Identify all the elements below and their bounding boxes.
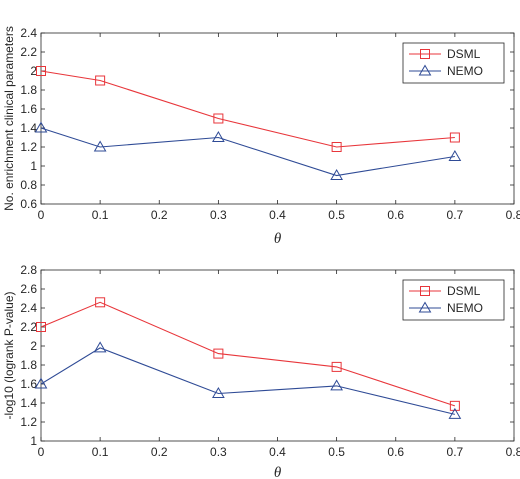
data-point-dsml	[36, 322, 46, 332]
data-point-nemo	[330, 379, 343, 391]
legend-label-nemo: NEMO	[447, 64, 483, 78]
data-point-nemo	[448, 407, 462, 419]
legend: DSML NEMO	[402, 42, 505, 84]
y-tick-label: 1.6	[20, 102, 37, 116]
x-tick-label: 0.8	[506, 445, 520, 459]
legend-marker-dsml	[420, 49, 430, 59]
x-tick-label: 0.8	[506, 208, 520, 222]
data-point-dsml	[213, 113, 224, 124]
y-tick-label: 1.4	[20, 396, 37, 410]
x-tick-label: 0.5	[328, 208, 345, 222]
data-point-dsml	[95, 297, 106, 308]
series-line-dsml	[40, 70, 455, 148]
data-point-nemo	[330, 169, 343, 180]
legend-box	[402, 279, 505, 321]
legend-marker-nemo	[418, 301, 432, 313]
y-tick-label: 2	[30, 339, 37, 353]
data-point-nemo	[212, 387, 225, 398]
legend-label-dsml: DSML	[447, 284, 481, 298]
series-line-nemo	[40, 127, 455, 177]
y-tick-label: 2.6	[20, 282, 37, 296]
y-axis-label: No. enrichment clinical parameters	[2, 26, 16, 211]
data-point-nemo	[212, 131, 225, 142]
data-point-nemo	[93, 341, 107, 353]
legend-marker-dsml	[420, 286, 430, 296]
series-line-dsml	[40, 301, 456, 407]
x-tick-label: 0.2	[151, 445, 168, 459]
x-tick-label: 0.3	[210, 445, 227, 459]
x-tick-label: 0.6	[387, 445, 404, 459]
data-point-dsml	[331, 142, 342, 152]
x-tick-label: 0.4	[269, 208, 286, 222]
data-point-dsml	[449, 400, 460, 411]
x-axis-label: θ	[274, 465, 282, 479]
legend: DSML NEMO	[402, 279, 505, 321]
y-tick-label: 1.8	[20, 83, 37, 97]
legend-box	[402, 42, 505, 84]
data-point-dsml	[213, 348, 224, 359]
y-tick-label: 1.6	[20, 377, 37, 391]
data-point-dsml	[36, 66, 46, 76]
y-tick-label: 0.6	[20, 197, 37, 211]
x-tick-label: 0.7	[447, 208, 464, 222]
y-tick-label: 2	[30, 64, 37, 78]
x-tick-label: 0	[38, 445, 45, 459]
data-point-dsml	[331, 361, 342, 372]
data-point-nemo	[34, 121, 48, 133]
series-line-nemo	[40, 347, 456, 415]
y-tick-label: 2.4	[20, 301, 37, 315]
y-tick-label: 1.4	[20, 121, 37, 135]
data-point-nemo	[448, 150, 462, 161]
y-tick-label: 1.2	[20, 415, 37, 429]
data-point-dsml	[449, 132, 460, 143]
data-point-nemo	[34, 377, 48, 389]
data-point-nemo	[93, 140, 107, 152]
x-tick-label: 0.6	[387, 208, 404, 222]
x-tick-label: 0.5	[328, 445, 345, 459]
y-tick-label: 1	[30, 434, 37, 448]
data-point-dsml	[95, 75, 106, 86]
chart-enrichment-parameters: 0 0.1 0.2 0.3 0.4 0.5 0.6 0.7 0.8 0.6 0.8 1 1.2 1.4 1.…	[2, 26, 520, 247]
legend-label-dsml: DSML	[447, 47, 481, 61]
x-tick-label: 0.4	[269, 445, 286, 459]
y-tick-label: 2.8	[20, 263, 37, 277]
y-tick-label: 1.8	[20, 358, 37, 372]
legend-marker-nemo	[418, 64, 432, 76]
x-tick-label: 0.1	[92, 445, 109, 459]
x-tick-label: 0	[38, 208, 45, 222]
y-tick-label: 2.2	[20, 45, 37, 59]
legend-label-nemo: NEMO	[447, 301, 483, 315]
y-tick-label: 1.2	[20, 140, 37, 154]
x-tick-label: 0.1	[92, 208, 109, 222]
y-tick-label: 1	[30, 159, 37, 173]
x-tick-label: 0.3	[210, 208, 227, 222]
y-tick-label: 2.2	[20, 320, 37, 334]
x-axis-label: θ	[274, 231, 282, 247]
x-tick-label: 0.7	[447, 445, 464, 459]
y-tick-label: 2.4	[20, 26, 37, 40]
chart-logrank-pvalue: 0 0.1 0.2 0.3 0.4 0.5 0.6 0.7 0.8 1 1.2 1.4 1.6 1.8 2 2…	[2, 263, 520, 479]
y-axis-label: -log10 (logrank P-value)	[2, 291, 16, 419]
y-tick-label: 0.8	[20, 178, 37, 192]
x-tick-label: 0.2	[151, 208, 168, 222]
